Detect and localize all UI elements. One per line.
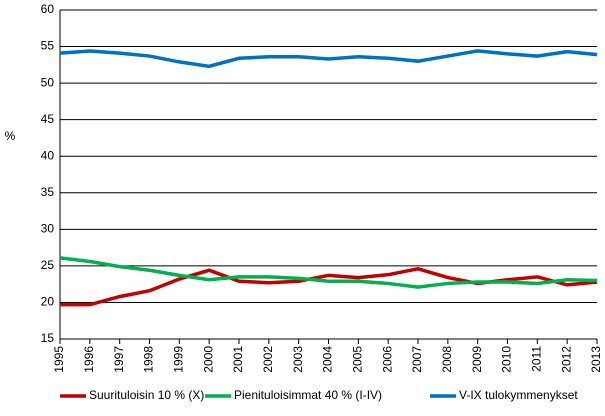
x-tick-label: 2005	[351, 346, 365, 373]
x-tick-label: 2007	[410, 346, 424, 373]
x-tick-label: 2013	[589, 346, 603, 373]
y-tick-label: 60	[41, 2, 55, 16]
y-tick-label: 40	[41, 148, 55, 162]
line-series	[59, 256, 598, 289]
y-tick-label: 50	[41, 75, 55, 89]
x-tick-label: 2008	[440, 346, 454, 373]
legend-label: Pienituloisimmat 40 % (I-IV)	[234, 388, 382, 402]
x-tick-label: 1999	[172, 346, 186, 373]
y-tick-label: 35	[41, 185, 55, 199]
x-tick-label: 2011	[530, 346, 544, 372]
y-tick-label: 20	[41, 295, 55, 309]
y-tick-label: 30	[41, 222, 55, 236]
x-tick-label: 1995	[52, 346, 66, 373]
y-tick-label: 15	[41, 331, 55, 345]
x-tick-label: 1996	[82, 346, 96, 373]
line-series	[60, 267, 598, 307]
x-tick-label: 2010	[500, 346, 514, 373]
x-tick-label: 2003	[291, 346, 305, 373]
legend-label: V-IX tulokymmenykset	[459, 388, 578, 402]
y-tick-label: 55	[41, 39, 55, 53]
x-tick-label: 2004	[321, 346, 335, 373]
y-tick-label: 25	[41, 258, 55, 272]
y-tick-label: 45	[41, 112, 55, 126]
x-tick-label: 2002	[261, 346, 275, 373]
x-tick-label: 2001	[231, 346, 245, 373]
x-tick-label: 1998	[142, 346, 156, 373]
x-tick-label: 2006	[380, 346, 394, 373]
x-tick-label: 2000	[201, 346, 215, 373]
y-axis-label: %	[5, 129, 16, 143]
line-series	[59, 49, 598, 69]
legend-label: Suurituloisin 10 % (X)	[89, 388, 204, 402]
x-tick-label: 2009	[470, 346, 484, 373]
x-tick-label: 2012	[559, 346, 573, 373]
x-tick-label: 1997	[112, 346, 126, 373]
